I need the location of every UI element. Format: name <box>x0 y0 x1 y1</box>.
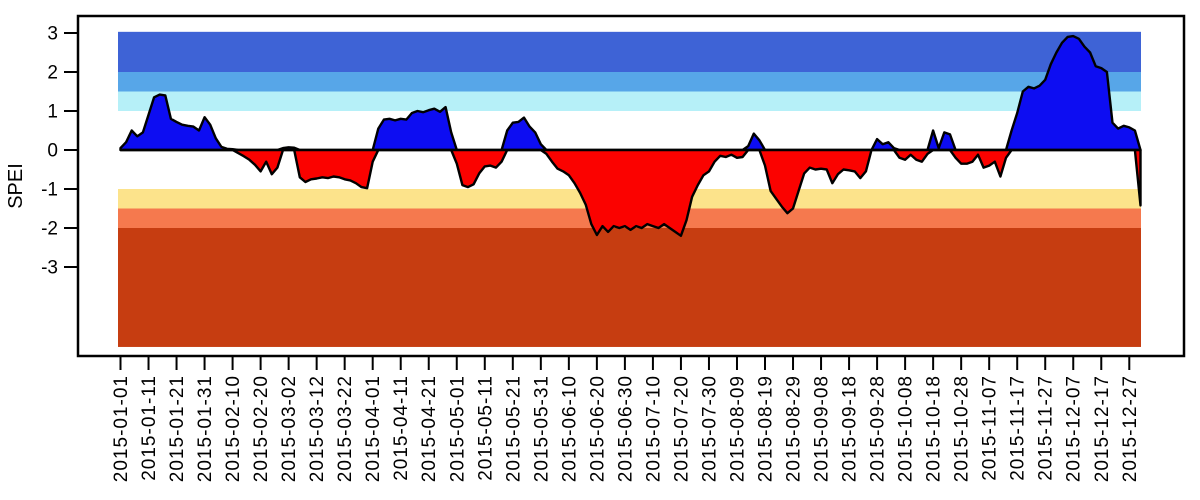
x-tick-label: 2015-04-01 <box>363 375 384 482</box>
y-tick-label: 0 <box>47 141 58 162</box>
x-tick-label: 2015-04-11 <box>391 375 412 481</box>
x-tick-label: 2015-11-07 <box>980 375 1001 481</box>
plot-border <box>76 14 1186 358</box>
y-tick-label: -3 <box>41 258 58 279</box>
y-tick-label: 2 <box>47 63 58 84</box>
climate-band <box>118 31 1141 72</box>
x-tick-label: 2015-06-30 <box>615 375 636 482</box>
climate-band <box>118 91 1141 111</box>
x-tick-label: 2015-05-01 <box>447 375 468 482</box>
y-tick-label: -2 <box>41 219 58 240</box>
x-tick-label: 2015-12-17 <box>1092 375 1113 482</box>
x-tick-label: 2015-08-09 <box>728 375 749 482</box>
x-tick-label: 2015-05-21 <box>503 375 524 482</box>
spei-anomaly-areas <box>119 34 1142 237</box>
y-tick-label: 1 <box>47 102 58 123</box>
x-tick-label: 2015-06-20 <box>587 375 608 482</box>
x-tick-label: 2015-02-10 <box>223 375 244 482</box>
x-tick-label: 2015-03-02 <box>279 375 300 482</box>
x-tick-label: 2015-11-27 <box>1036 375 1057 481</box>
x-tick-label: 2015-05-11 <box>475 375 496 481</box>
x-tick-label: 2015-01-01 <box>111 375 132 482</box>
x-tick-label: 2015-10-28 <box>952 375 973 482</box>
x-tick-label: 2015-05-31 <box>531 375 552 482</box>
x-tick-label: 2015-07-20 <box>671 375 692 482</box>
y-axis-title: SPEI <box>5 163 27 209</box>
x-tick-label: 2015-09-08 <box>812 375 833 482</box>
x-tick-label: 2015-12-27 <box>1120 375 1141 482</box>
x-tick-label: 2015-07-30 <box>700 375 721 482</box>
x-tick-label: 2015-08-29 <box>784 375 805 482</box>
x-tick-label: 2015-11-17 <box>1008 375 1029 481</box>
x-tick-label: 2015-06-10 <box>559 375 580 482</box>
x-axis: 2015-01-01 2015-01-11 2015-01-21 2015-01-31… <box>111 356 1141 482</box>
climate-category-bands <box>118 31 1141 347</box>
climate-band <box>118 72 1141 92</box>
x-tick-label: 2015-09-28 <box>868 375 889 482</box>
x-tick-label: 2015-09-18 <box>840 375 861 482</box>
x-tick-label: 2015-12-07 <box>1064 375 1085 482</box>
x-tick-label: 2015-01-11 <box>139 375 160 481</box>
spei-negative-area <box>119 148 1142 237</box>
y-axis: 3 2 1 0 -1 -2 -3 <box>41 24 78 279</box>
x-tick-label: 2015-01-21 <box>167 375 188 482</box>
x-tick-label: 2015-08-19 <box>756 375 777 482</box>
x-tick-label: 2015-10-18 <box>924 375 945 482</box>
x-tick-label: 2015-04-21 <box>419 375 440 482</box>
x-tick-label: 2015-10-08 <box>896 375 917 482</box>
x-tick-label: 2015-03-12 <box>307 375 328 482</box>
y-tick-label: -1 <box>41 180 58 201</box>
y-tick-label: 3 <box>47 24 58 45</box>
x-tick-label: 2015-07-10 <box>643 375 664 482</box>
x-tick-label: 2015-02-20 <box>251 375 272 482</box>
climate-band <box>118 228 1141 347</box>
x-tick-label: 2015-01-31 <box>195 375 216 482</box>
x-tick-label: 2015-03-22 <box>335 375 356 482</box>
